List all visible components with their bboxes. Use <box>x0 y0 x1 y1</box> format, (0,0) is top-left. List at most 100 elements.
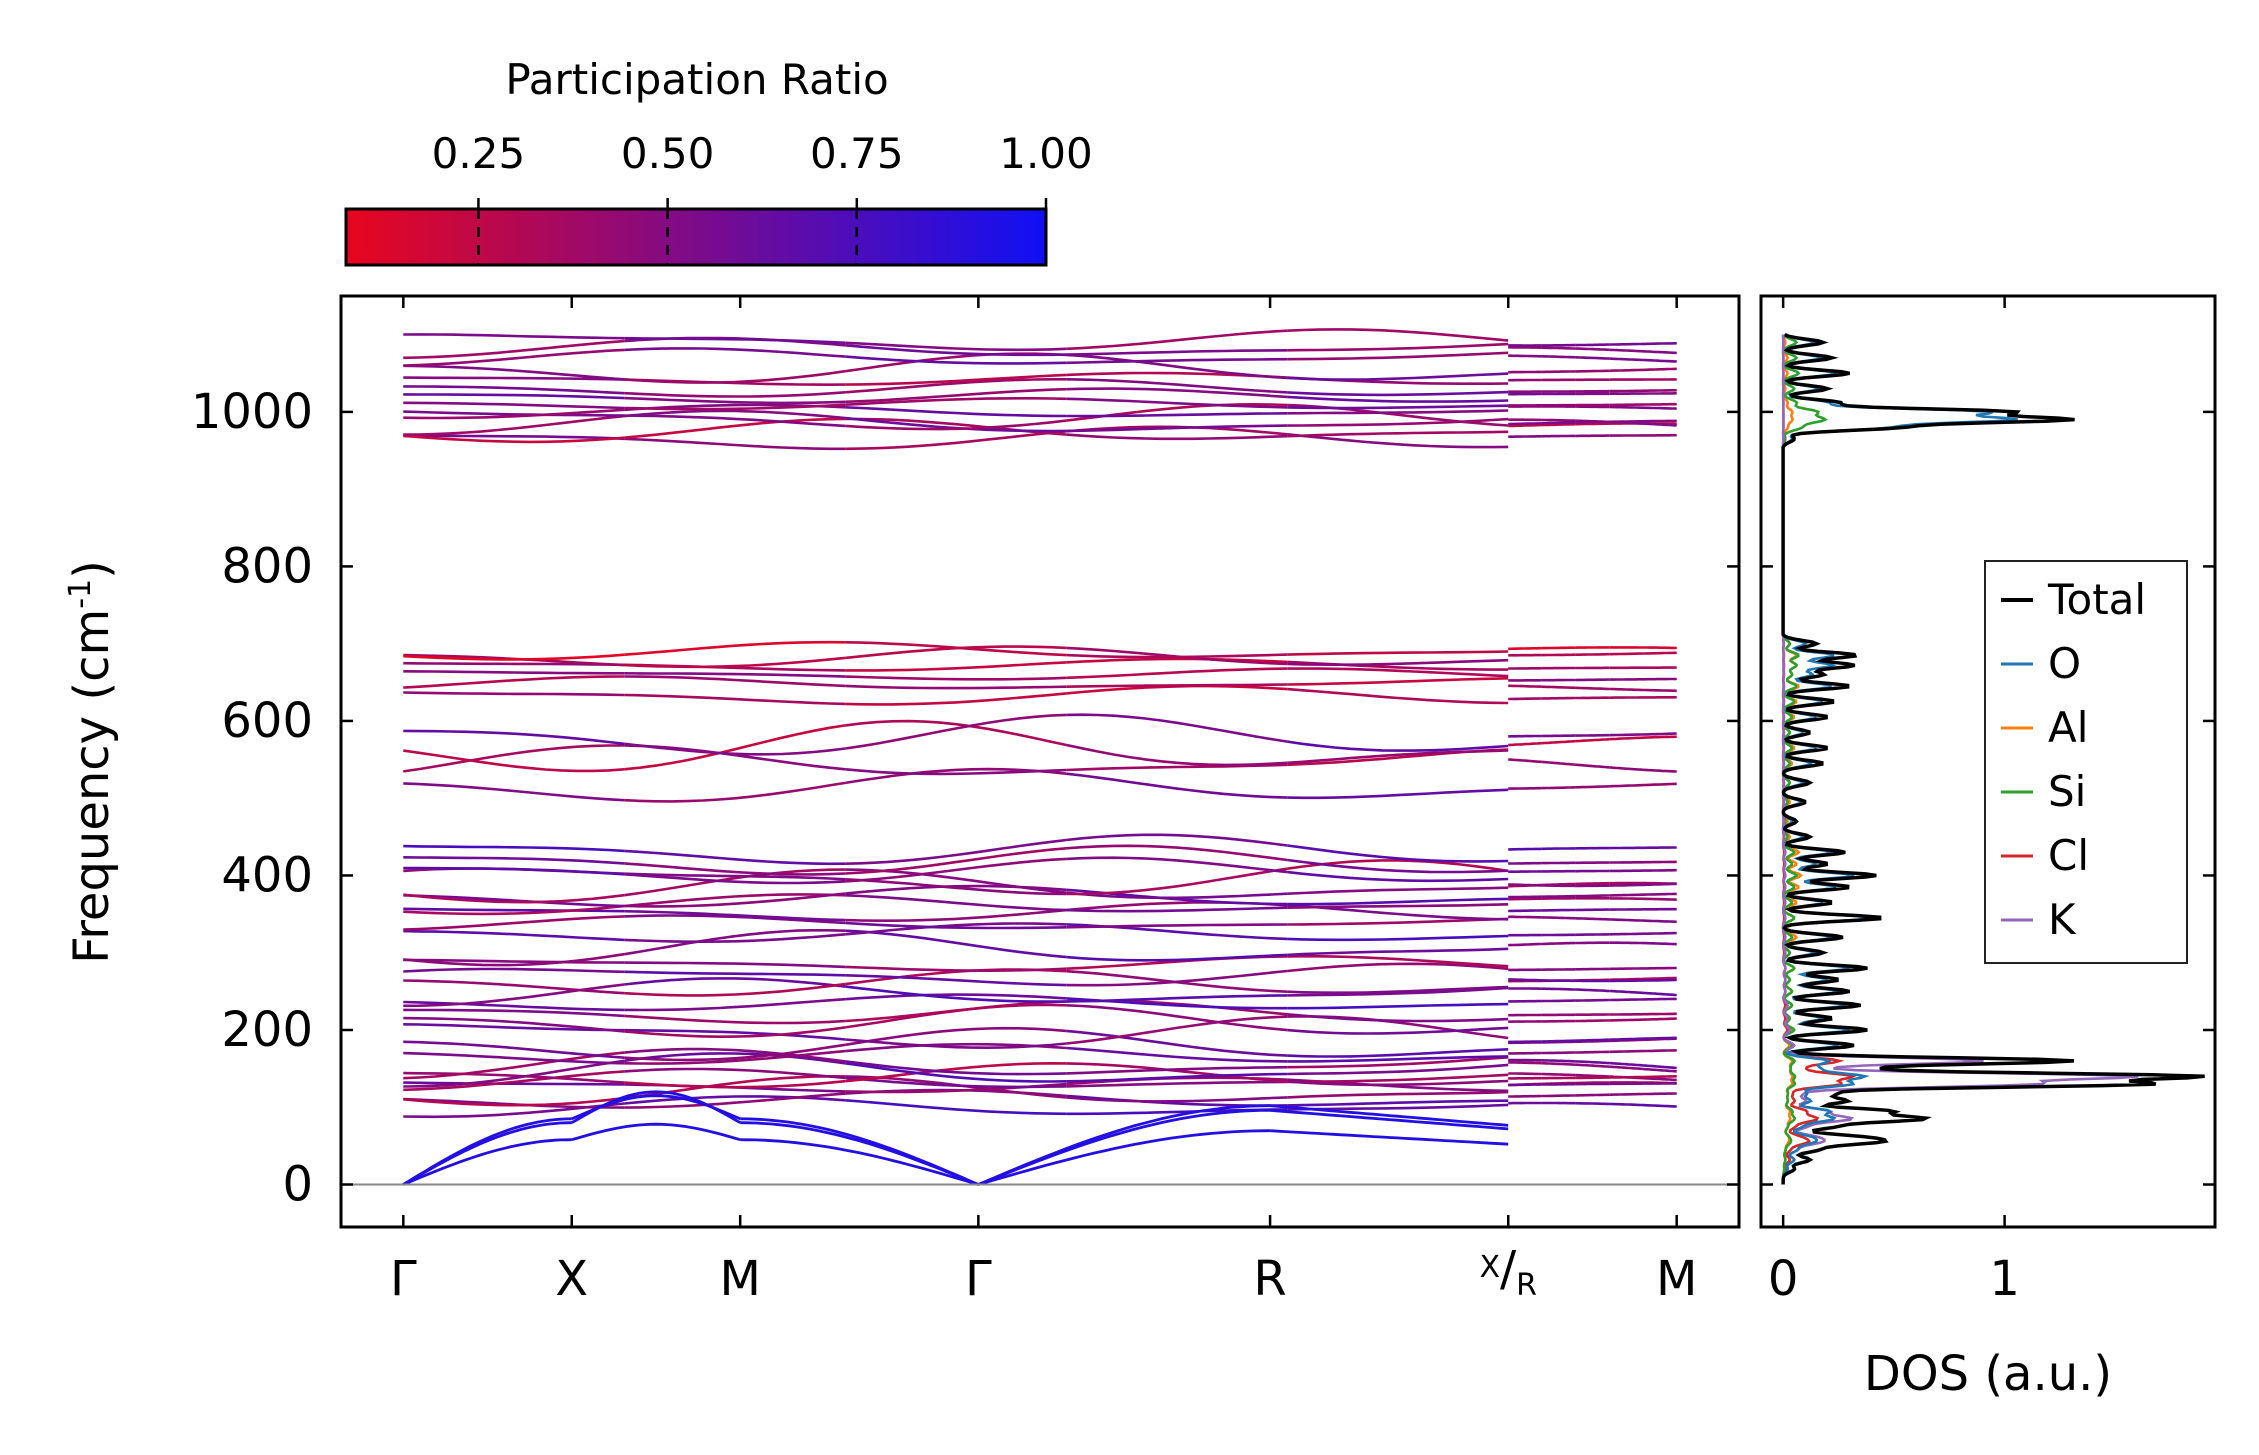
band-line <box>1642 892 1677 896</box>
band-line <box>845 1026 1067 1047</box>
band-line <box>1575 420 1610 424</box>
band-line <box>1066 1029 1288 1057</box>
band-line <box>1541 346 1576 350</box>
band-line <box>1609 1018 1644 1022</box>
band-line <box>1541 370 1576 374</box>
band-line <box>1066 329 1288 351</box>
band-line <box>1541 987 1576 991</box>
band-line <box>1287 749 1509 765</box>
band-line <box>1541 422 1576 427</box>
band-line <box>1287 858 1509 874</box>
k-label: M <box>1656 1251 1697 1307</box>
band-line <box>1575 988 1610 993</box>
band-line <box>845 373 1067 386</box>
band-line <box>1575 881 1610 886</box>
band-line <box>1287 947 1509 957</box>
band-line <box>403 670 625 675</box>
band-line <box>1508 978 1542 982</box>
band-line <box>403 893 625 904</box>
band-line <box>1066 1046 1288 1063</box>
band-line <box>1541 355 1576 359</box>
band-line <box>624 656 846 669</box>
band-line <box>845 684 1067 690</box>
band-line <box>624 1092 846 1109</box>
band-line <box>403 1016 625 1033</box>
band-line <box>1575 422 1610 426</box>
band-line <box>1508 423 1542 428</box>
band-line <box>624 1043 846 1062</box>
legend-items: Total O Al Si Cl K <box>2001 575 2146 944</box>
band-line <box>1287 342 1509 352</box>
band-line <box>624 868 846 897</box>
band-line <box>1287 390 1509 397</box>
band-line <box>1066 953 1288 962</box>
band-line <box>1642 367 1677 372</box>
band-line <box>1609 1061 1644 1067</box>
band-line <box>1609 1102 1644 1107</box>
band-line <box>403 904 625 916</box>
band-line <box>1287 677 1509 686</box>
band-line <box>1287 351 1509 361</box>
band-line <box>403 729 625 746</box>
legend-label: K <box>2048 895 2077 944</box>
band-line <box>1643 1017 1677 1021</box>
band-line <box>403 958 625 964</box>
band-line <box>1609 420 1643 424</box>
band-line <box>403 1051 625 1080</box>
band-line <box>1609 348 1644 353</box>
band-line <box>1066 923 1288 929</box>
band-line <box>1609 733 1643 737</box>
band-line <box>624 1049 846 1065</box>
band-line <box>845 1003 1067 1029</box>
k-label: X <box>555 1251 588 1307</box>
band-line <box>403 434 625 444</box>
band-line <box>1541 1059 1576 1063</box>
y-tick-label: 400 <box>221 847 313 903</box>
band-line <box>1066 378 1288 394</box>
band-line <box>1541 696 1576 700</box>
band-line <box>1643 1075 1677 1079</box>
band-line <box>845 378 1067 394</box>
band-line <box>1575 917 1610 921</box>
band-line <box>1642 991 1677 997</box>
band-line <box>1287 1079 1509 1087</box>
band-line <box>1066 969 1288 987</box>
band-line <box>1541 1072 1576 1077</box>
band-line <box>624 961 846 969</box>
band-line <box>1609 736 1644 741</box>
band-line <box>1508 847 1542 851</box>
band-line <box>1287 417 1509 427</box>
band-line <box>624 1067 846 1080</box>
band-line <box>1508 786 1542 790</box>
band-line <box>1287 985 1509 994</box>
band-line <box>1287 886 1509 895</box>
band-line <box>1287 1048 1509 1058</box>
acoustic-branch <box>740 1121 979 1186</box>
band-line <box>624 336 846 345</box>
band-line <box>1287 903 1509 909</box>
band-line <box>1066 1065 1288 1075</box>
band-line <box>624 1014 846 1025</box>
band-line <box>1508 741 1542 747</box>
band-line <box>403 979 625 995</box>
band-line <box>1541 894 1576 898</box>
colorbar-tick-label: 1.00 <box>999 129 1093 178</box>
acoustic-branch <box>740 1138 979 1186</box>
band-y-axis-label: Frequency (cm-1) <box>63 560 120 964</box>
band-line <box>403 410 625 417</box>
band-line <box>1609 1092 1644 1096</box>
band-line <box>1066 844 1288 862</box>
band-line <box>1287 1090 1509 1099</box>
band-line <box>1575 1063 1610 1068</box>
band-line <box>624 369 846 384</box>
band-line <box>1642 1049 1677 1053</box>
band-line <box>624 997 846 1012</box>
band-line <box>845 768 1067 776</box>
band-line <box>1287 962 1509 973</box>
band-line <box>1066 1072 1288 1083</box>
band-line <box>1508 1083 1542 1087</box>
band-line <box>624 1052 846 1065</box>
colorbar: Participation Ratio 0.25 0.50 0.75 1.00 <box>344 55 1093 267</box>
band-line <box>403 364 625 381</box>
band-line <box>1541 1051 1576 1055</box>
